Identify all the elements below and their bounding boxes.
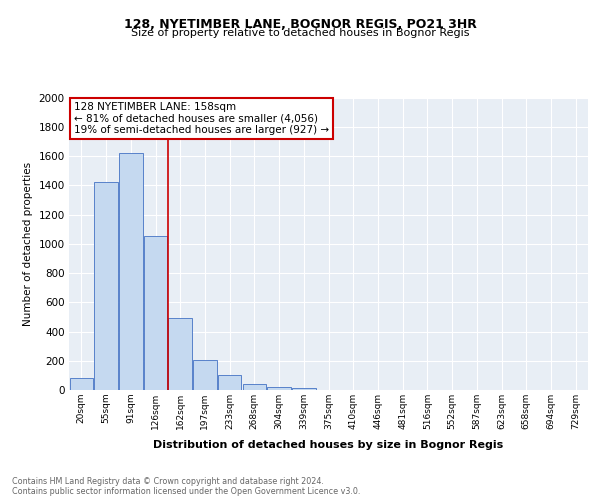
Text: Size of property relative to detached houses in Bognor Regis: Size of property relative to detached ho… xyxy=(131,28,469,38)
Bar xyxy=(242,384,266,390)
Bar xyxy=(119,153,143,390)
Bar xyxy=(268,387,291,390)
Bar xyxy=(218,376,241,390)
Text: Contains HM Land Registry data © Crown copyright and database right 2024.: Contains HM Land Registry data © Crown c… xyxy=(12,476,324,486)
Bar xyxy=(193,360,217,390)
Bar xyxy=(70,378,93,390)
Bar xyxy=(94,182,118,390)
Bar xyxy=(292,388,316,390)
Text: 128 NYETIMBER LANE: 158sqm
← 81% of detached houses are smaller (4,056)
19% of s: 128 NYETIMBER LANE: 158sqm ← 81% of deta… xyxy=(74,102,329,135)
Y-axis label: Number of detached properties: Number of detached properties xyxy=(23,162,33,326)
Text: 128, NYETIMBER LANE, BOGNOR REGIS, PO21 3HR: 128, NYETIMBER LANE, BOGNOR REGIS, PO21 … xyxy=(124,18,476,30)
Bar xyxy=(144,236,167,390)
Bar xyxy=(169,318,192,390)
X-axis label: Distribution of detached houses by size in Bognor Regis: Distribution of detached houses by size … xyxy=(154,440,503,450)
Text: Contains public sector information licensed under the Open Government Licence v3: Contains public sector information licen… xyxy=(12,486,361,496)
